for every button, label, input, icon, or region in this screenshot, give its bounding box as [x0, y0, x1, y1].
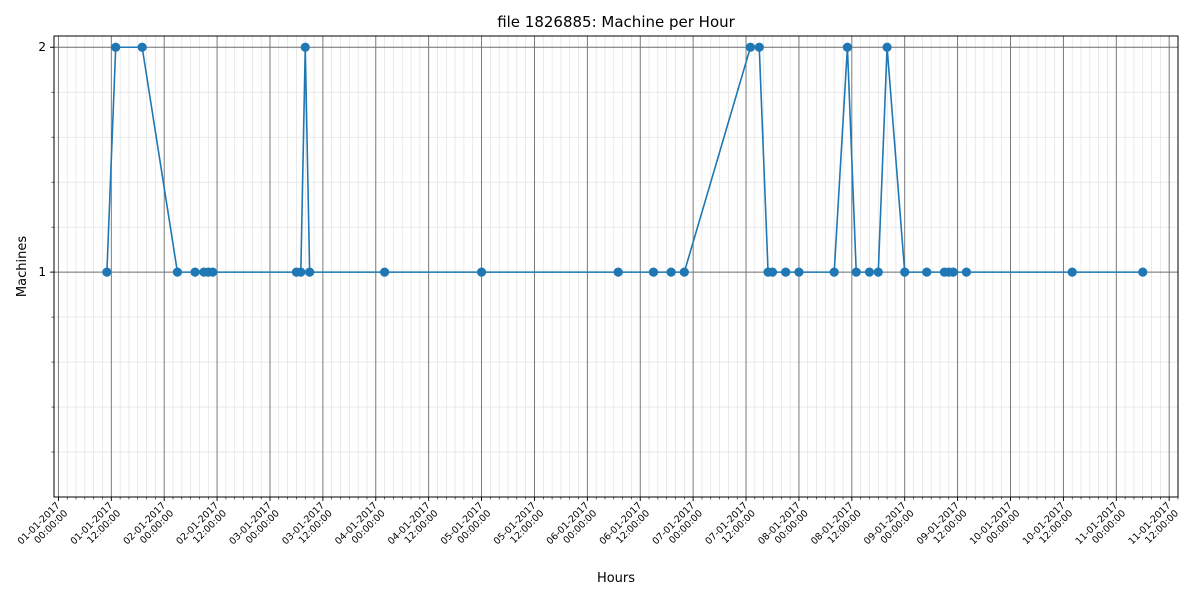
- data-point: [305, 267, 315, 277]
- data-point: [781, 267, 791, 277]
- data-point: [111, 42, 121, 52]
- x-axis-label: Hours: [597, 571, 635, 586]
- data-point: [948, 267, 958, 277]
- chart-title: file 1826885: Machine per Hour: [497, 13, 735, 31]
- data-point: [1138, 267, 1148, 277]
- data-point: [296, 267, 306, 277]
- series: [102, 42, 1148, 277]
- data-point: [300, 42, 310, 52]
- data-point: [476, 267, 487, 277]
- data-point: [679, 267, 689, 277]
- data-point: [900, 267, 910, 277]
- data-point: [882, 42, 892, 52]
- data-point: [829, 267, 839, 277]
- grid: [54, 36, 1179, 497]
- data-point: [745, 42, 756, 52]
- data-point: [137, 42, 147, 52]
- data-point: [1067, 267, 1077, 277]
- data-point: [842, 42, 853, 52]
- data-point: [851, 267, 861, 277]
- data-point: [754, 42, 764, 52]
- data-point: [190, 267, 200, 277]
- data-point: [379, 267, 390, 277]
- data-point: [922, 267, 932, 277]
- data-point: [961, 267, 972, 277]
- data-point: [102, 267, 112, 277]
- plot-frame: [53, 35, 1179, 498]
- data-point: [648, 267, 659, 277]
- y-tick-label: 2: [38, 40, 46, 54]
- data-point: [172, 267, 183, 277]
- data-point: [666, 267, 676, 277]
- y-tick-label: 1: [38, 265, 46, 279]
- data-point: [873, 267, 883, 277]
- y-axis-label: Machines: [15, 236, 30, 297]
- data-point: [208, 267, 218, 277]
- data-point: [613, 267, 623, 277]
- data-point: [794, 267, 804, 277]
- data-point: [767, 267, 778, 277]
- data-point: [864, 267, 875, 277]
